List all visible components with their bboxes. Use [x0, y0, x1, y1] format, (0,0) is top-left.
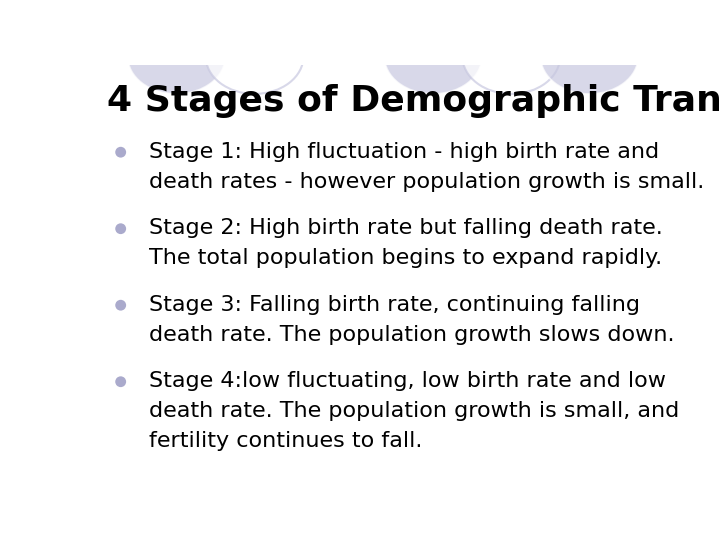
Text: fertility continues to fall.: fertility continues to fall. — [148, 431, 422, 451]
Ellipse shape — [115, 224, 126, 234]
Text: Stage 2: High birth rate but falling death rate.: Stage 2: High birth rate but falling dea… — [148, 218, 662, 238]
Text: Stage 3: Falling birth rate, continuing falling: Stage 3: Falling birth rate, continuing … — [148, 295, 639, 315]
Text: The total population begins to expand rapidly.: The total population begins to expand ra… — [148, 248, 662, 268]
Text: death rates - however population growth is small.: death rates - however population growth … — [148, 172, 704, 192]
Ellipse shape — [206, 19, 303, 94]
Text: death rate. The population growth is small, and: death rate. The population growth is sma… — [148, 401, 679, 421]
Ellipse shape — [541, 19, 638, 94]
Text: 4 Stages of Demographic Transition: 4 Stages of Demographic Transition — [107, 84, 720, 118]
Text: Stage 4:low fluctuating, low birth rate and low: Stage 4:low fluctuating, low birth rate … — [148, 371, 665, 392]
Ellipse shape — [115, 147, 126, 158]
Ellipse shape — [127, 19, 225, 94]
Ellipse shape — [462, 19, 560, 94]
Ellipse shape — [115, 376, 126, 387]
Text: death rate. The population growth slows down.: death rate. The population growth slows … — [148, 325, 674, 345]
Ellipse shape — [115, 300, 126, 310]
Text: Stage 1: High fluctuation - high birth rate and: Stage 1: High fluctuation - high birth r… — [148, 141, 659, 161]
Ellipse shape — [384, 19, 482, 94]
